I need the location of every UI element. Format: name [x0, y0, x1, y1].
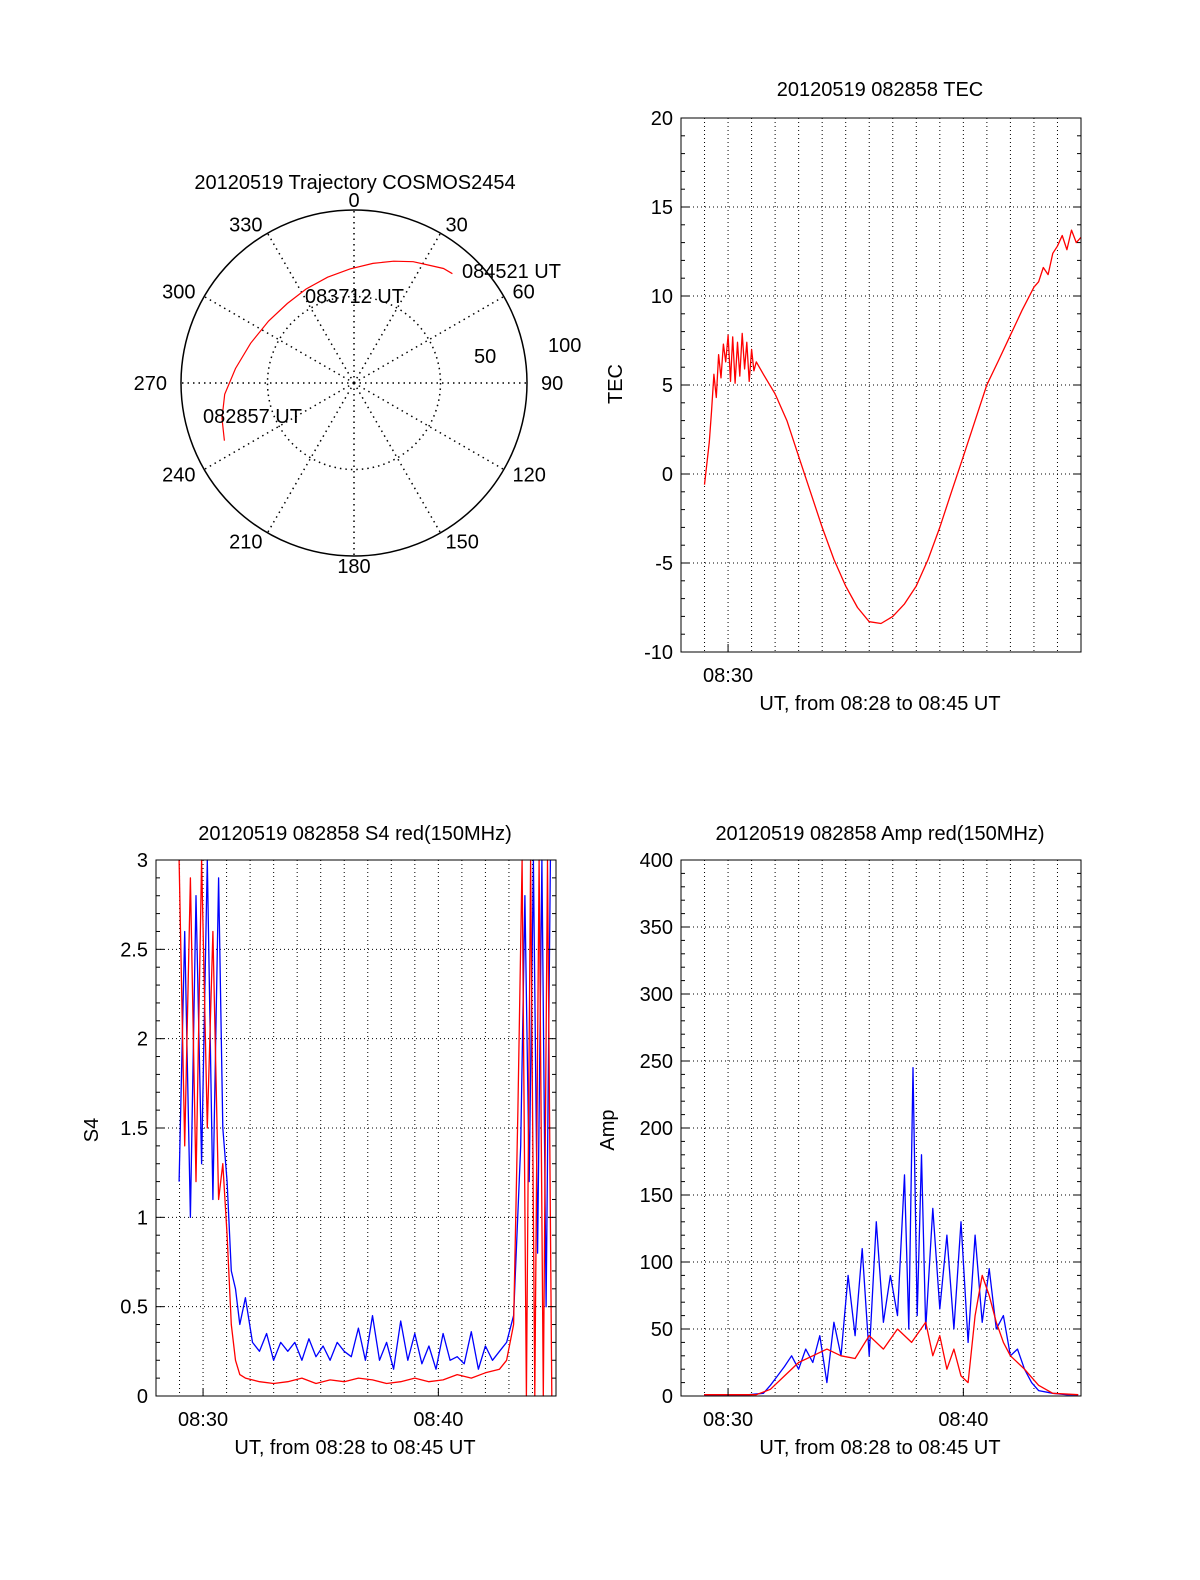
- polar-spoke-210: [266, 382, 355, 534]
- trajectory-line: [221, 260, 453, 441]
- s4-title: 20120519 082858 S4 red(150MHz): [198, 823, 512, 845]
- tec-series-0: [703, 229, 1082, 625]
- amp-ytick-label: 250: [640, 1051, 673, 1073]
- amp-ytick-label: 300: [640, 984, 673, 1006]
- polar-ring-50: [266, 295, 442, 471]
- s4-ytick-label: 2: [137, 1029, 148, 1051]
- azimuth-label-300: 300: [162, 282, 195, 304]
- annotation-start-time: 082857 UT: [203, 406, 302, 428]
- tec-ytick-label: 10: [651, 286, 673, 308]
- tec-ylabel: TEC: [605, 364, 627, 404]
- azimuth-label-90: 90: [541, 373, 563, 395]
- azimuth-label-60: 60: [512, 282, 534, 304]
- s4-series-1: [178, 859, 553, 1397]
- polar-spoke-120: [353, 382, 505, 471]
- azimuth-label-330: 330: [229, 215, 262, 237]
- azimuth-label-270: 270: [134, 373, 167, 395]
- amp-xtick-label: 08:30: [703, 1409, 753, 1431]
- polar-spoke-330: [266, 232, 355, 384]
- amp-series-1: [704, 1274, 1079, 1396]
- tec-ytick-label: -10: [644, 642, 673, 664]
- s4-xtick-label: 08:30: [178, 1409, 228, 1431]
- azimuth-label-150: 150: [446, 531, 479, 553]
- azimuth-label-240: 240: [162, 465, 195, 487]
- polar-grid: [180, 209, 528, 557]
- tec-ytick-label: 0: [662, 464, 673, 486]
- azimuth-label-0: 0: [348, 190, 359, 212]
- amp-ylabel: Amp: [597, 1109, 619, 1150]
- trajectory-polar-plot: 20120519 Trajectory COSMOS2454 0 30 60 90 12…: [134, 172, 582, 578]
- azimuth-label-120: 120: [512, 465, 545, 487]
- ring-label-100: 100: [548, 335, 581, 357]
- tec-ytick-label: 20: [651, 108, 673, 130]
- amp-ytick-label: 350: [640, 917, 673, 939]
- annotation-mid-time: 083712 UT: [305, 286, 404, 308]
- tec-ytick-label: -5: [655, 553, 673, 575]
- tec-xtick-label: 08:30: [703, 665, 753, 687]
- polar-spoke-240: [203, 382, 355, 471]
- tec-ytick-label: 15: [651, 197, 673, 219]
- s4-ytick-label: 1.5: [120, 1118, 148, 1140]
- s4-series-0: [178, 859, 552, 1370]
- azimuth-label-210: 210: [229, 531, 262, 553]
- s4-ytick-label: 1: [137, 1207, 148, 1229]
- s4-xlabel: UT, from 08:28 to 08:45 UT: [234, 1437, 475, 1459]
- ring-label-50: 50: [474, 346, 496, 368]
- amp-ytick-label: 150: [640, 1185, 673, 1207]
- s4-plot: 20120519 082858 S4 red(150MHz) UT, from …: [81, 823, 557, 1459]
- tec-plot: 20120519 082858 TEC UT, from 08:28 to 08…: [605, 79, 1082, 715]
- amp-ytick-label: 400: [640, 850, 673, 872]
- amp-xtick-label: 08:40: [938, 1409, 988, 1431]
- azimuth-label-30: 30: [446, 215, 468, 237]
- polar-outer-circle: [180, 209, 528, 557]
- s4-ytick-label: 2.5: [120, 939, 148, 961]
- polar-spoke-60: [353, 295, 505, 384]
- tec-title: 20120519 082858 TEC: [777, 79, 983, 101]
- tec-xlabel: UT, from 08:28 to 08:45 UT: [759, 693, 1000, 715]
- s4-xtick-label: 08:40: [413, 1409, 463, 1431]
- s4-ytick-label: 0.5: [120, 1297, 148, 1319]
- s4-ylabel: S4: [81, 1118, 103, 1142]
- amp-title: 20120519 082858 Amp red(150MHz): [715, 823, 1044, 845]
- polar-spoke-150: [353, 382, 442, 534]
- polar-spoke-30: [353, 232, 442, 384]
- amp-series-0: [704, 1067, 1079, 1396]
- s4-ytick-label: 0: [137, 1386, 148, 1408]
- s4-ytick-label: 3: [137, 850, 148, 872]
- azimuth-label-180: 180: [337, 556, 370, 578]
- amp-ytick-label: 50: [651, 1319, 673, 1341]
- annotation-end-time: 084521 UT: [462, 261, 561, 283]
- azimuth-labels: 0 30 60 90 120 150 180 210 240 270 300 330: [134, 190, 564, 578]
- polar-spoke-300: [203, 295, 355, 384]
- amp-xlabel: UT, from 08:28 to 08:45 UT: [759, 1437, 1000, 1459]
- tec-ytick-label: 5: [662, 375, 673, 397]
- amp-ytick-label: 100: [640, 1252, 673, 1274]
- amp-ytick-label: 200: [640, 1118, 673, 1140]
- amp-ytick-label: 0: [662, 1386, 673, 1408]
- amp-plot: 20120519 082858 Amp red(150MHz) UT, from…: [597, 823, 1082, 1459]
- polar-title: 20120519 Trajectory COSMOS2454: [194, 172, 515, 194]
- trajectory-track: [221, 260, 453, 441]
